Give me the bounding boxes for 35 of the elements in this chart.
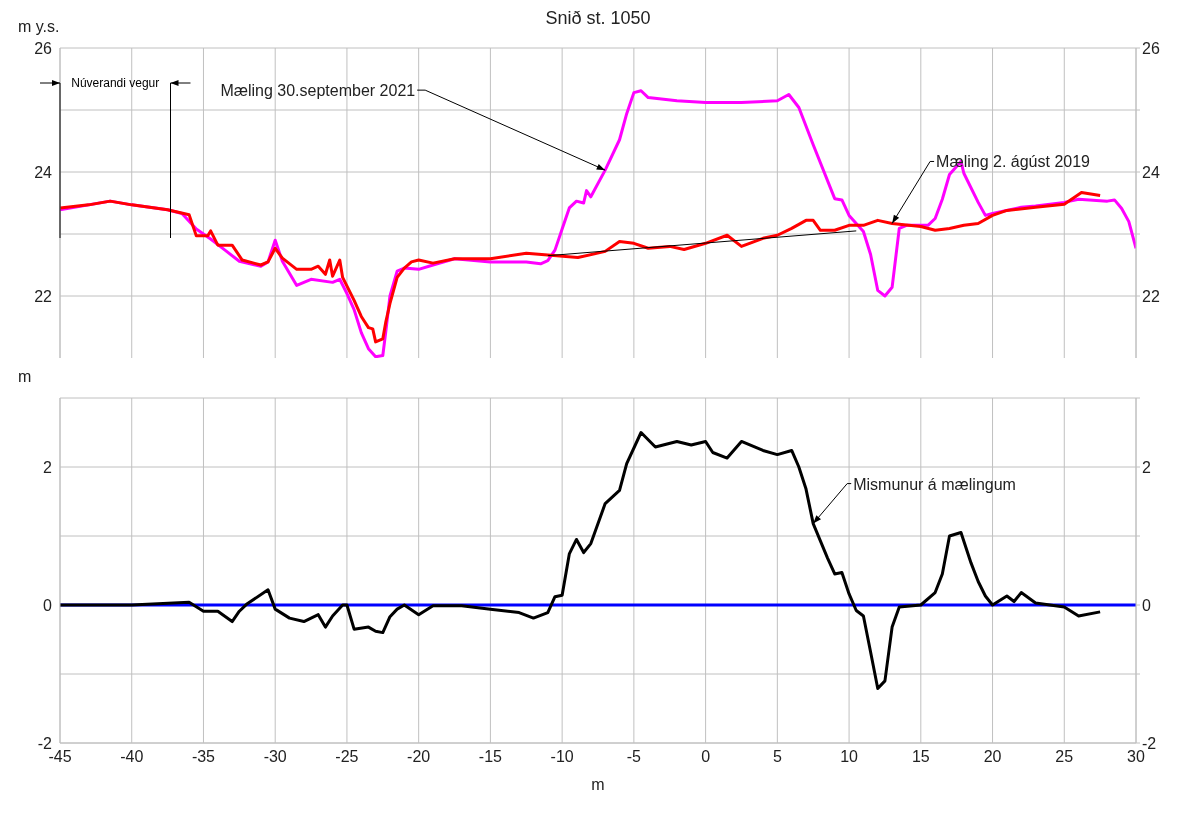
- x-tick-label: 15: [911, 748, 930, 766]
- y-tick-label: 24: [34, 163, 53, 181]
- x-tick-label: -10: [550, 748, 574, 766]
- x-tick-label: 25: [1055, 748, 1074, 766]
- series-label: Mæling 2. ágúst 2019: [936, 153, 1091, 171]
- y2-tick-label: 24: [1142, 163, 1160, 181]
- y-tick-label: 22: [34, 287, 53, 305]
- x-tick-label: 10: [840, 748, 859, 766]
- y-tick-label: 2: [43, 458, 53, 476]
- annotation: Núverandi vegur: [71, 76, 160, 90]
- legend-label: Mismunur á mælingum: [853, 475, 1016, 493]
- y2-tick-label: 0: [1142, 596, 1151, 614]
- x-tick-label: -35: [191, 748, 216, 766]
- x-tick-label: -5: [626, 748, 642, 766]
- text: Mæling 30.september 2021: [220, 82, 416, 100]
- x-tick-label: 0: [701, 748, 711, 766]
- x-tick-label: -15: [478, 748, 503, 766]
- line-series: [60, 431, 1102, 690]
- y2-tick-label: 2: [1142, 458, 1151, 476]
- y-tick-label: 0: [43, 596, 53, 614]
- y-axis-title: m y.s.: [18, 18, 60, 35]
- x-tick-label: -20: [407, 748, 431, 766]
- x-tick-label: 30: [1127, 748, 1145, 766]
- chart-title: Snið st. 1050: [545, 8, 651, 28]
- line-series: [60, 190, 1102, 344]
- y2-tick-label: 22: [1142, 287, 1160, 305]
- x-axis-title: m: [591, 776, 605, 793]
- x-tick-label: 5: [772, 748, 782, 766]
- x-tick-label: 20: [983, 748, 1002, 766]
- x-tick-label: -40: [120, 748, 144, 766]
- y-tick-label: 26: [34, 39, 53, 57]
- x-tick-label: -30: [263, 748, 287, 766]
- y2-tick-label: 26: [1142, 39, 1160, 57]
- x-tick-label: -25: [335, 748, 359, 766]
- y-axis-title: m: [18, 368, 32, 385]
